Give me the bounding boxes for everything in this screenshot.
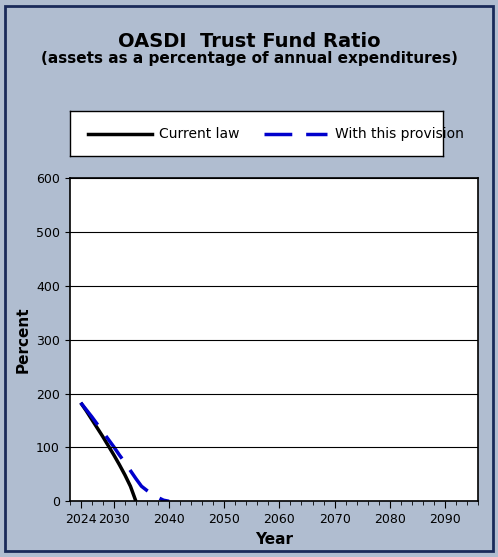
Text: OASDI  Trust Fund Ratio: OASDI Trust Fund Ratio xyxy=(118,32,380,51)
X-axis label: Year: Year xyxy=(255,532,293,546)
Text: Current law: Current law xyxy=(159,126,240,141)
Y-axis label: Percent: Percent xyxy=(15,306,30,373)
Text: With this provision: With this provision xyxy=(335,126,464,141)
Text: (assets as a percentage of annual expenditures): (assets as a percentage of annual expend… xyxy=(40,51,458,66)
